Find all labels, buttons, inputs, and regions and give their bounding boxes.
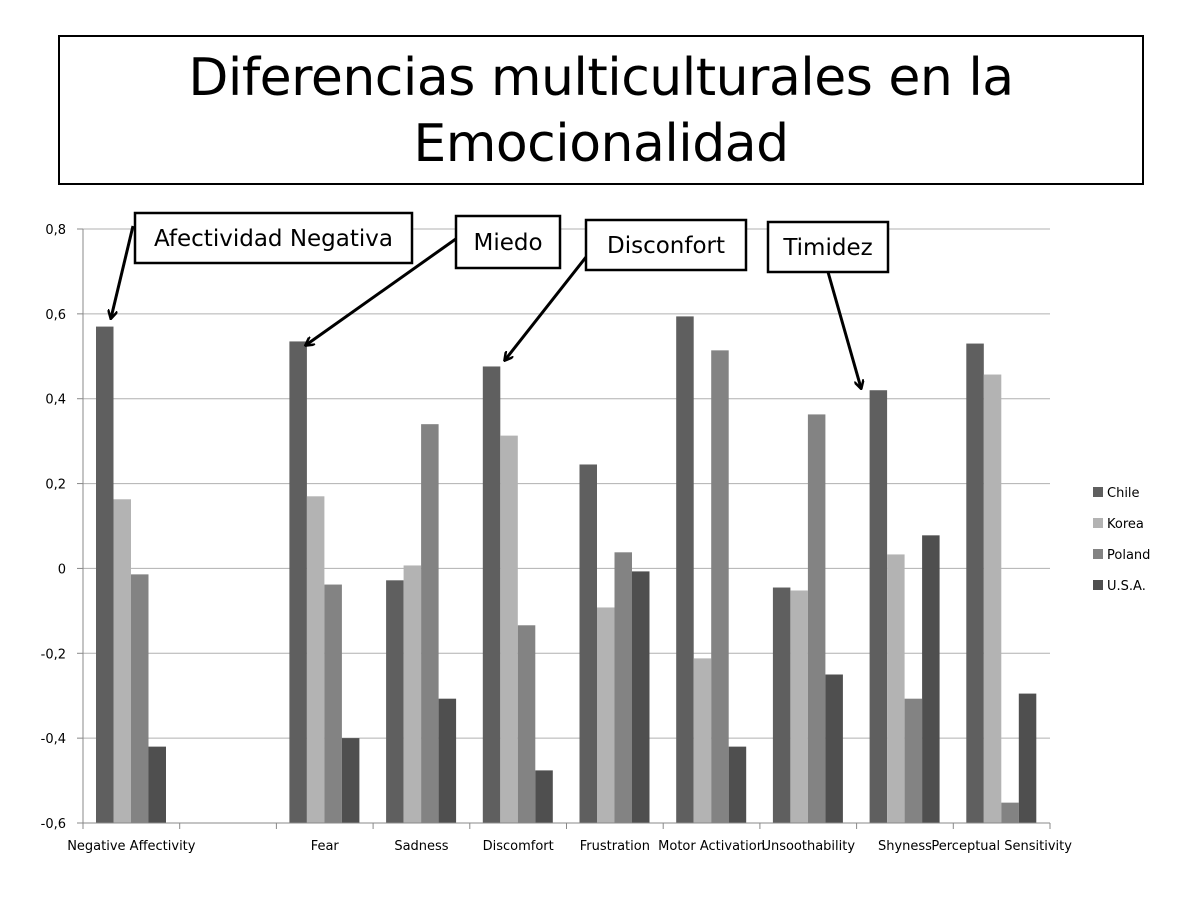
legend-label: Chile xyxy=(1107,486,1140,501)
bar-korea xyxy=(983,374,1002,823)
y-tick-label: -0,2 xyxy=(41,647,66,662)
bar-chile xyxy=(966,343,984,823)
x-tick-label: Shyness xyxy=(878,839,932,854)
annotation-box xyxy=(766,220,890,274)
bar-korea xyxy=(693,658,712,823)
annotation-arrow xyxy=(826,271,861,388)
annotation-label: Disconfort xyxy=(607,233,725,259)
x-tick-label: Unsoothability xyxy=(761,839,855,854)
bar-poland xyxy=(324,584,342,823)
bar-usa xyxy=(148,746,166,823)
bar-korea xyxy=(597,607,615,823)
bar-korea xyxy=(403,565,422,823)
y-tick-label: -0,6 xyxy=(41,817,66,832)
y-tick-label: 0,2 xyxy=(45,478,66,493)
annotation-box xyxy=(133,211,414,265)
bar-chile xyxy=(772,587,791,823)
bar-poland xyxy=(904,698,923,823)
x-tick-label: Sadness xyxy=(394,839,448,854)
bar-usa xyxy=(922,535,940,823)
annotation-label: Timidez xyxy=(782,235,872,261)
bar-chile xyxy=(676,316,694,823)
bar-poland xyxy=(517,625,536,823)
bar-korea xyxy=(790,590,808,823)
bar-poland xyxy=(614,552,632,823)
bar-korea xyxy=(500,435,518,823)
slide-title: Diferencias multiculturales en la Emocio… xyxy=(58,35,1144,185)
bar-korea xyxy=(306,496,325,823)
bar-usa xyxy=(825,674,843,823)
x-tick-label: Negative Affectivity xyxy=(67,839,196,854)
x-tick-label: Motor Activation xyxy=(658,839,765,854)
bar-chile xyxy=(96,326,114,823)
x-tick-label: Frustration xyxy=(580,839,650,854)
bar-chile xyxy=(579,464,597,823)
legend-swatch xyxy=(1093,580,1103,590)
bar-usa xyxy=(728,746,747,823)
bar-poland xyxy=(421,424,439,823)
x-tick-label: Fear xyxy=(311,839,340,854)
x-tick-label: Discomfort xyxy=(483,839,554,854)
annotation-arrow xyxy=(505,251,592,360)
annotation-arrow xyxy=(306,234,461,345)
legend-label: Poland xyxy=(1107,548,1150,563)
bar-usa xyxy=(535,770,553,823)
legend-label: Korea xyxy=(1107,517,1144,532)
legend-label: U.S.A. xyxy=(1107,579,1146,594)
bar-chile xyxy=(869,390,888,823)
y-tick-label: 0,4 xyxy=(45,393,66,408)
bar-poland xyxy=(807,414,826,823)
legend-swatch xyxy=(1093,549,1103,559)
bar-korea xyxy=(113,499,131,823)
bar-usa xyxy=(438,698,457,823)
annotation-box xyxy=(454,214,562,270)
bar-chile xyxy=(386,580,404,823)
bar-poland xyxy=(711,350,729,823)
bar-usa xyxy=(1018,693,1037,823)
annotation-label: Miedo xyxy=(473,230,542,256)
bar-poland xyxy=(131,574,149,823)
y-tick-label: 0,6 xyxy=(45,308,66,323)
bar-chile xyxy=(482,366,501,823)
bar-usa xyxy=(341,738,360,823)
bar-korea xyxy=(887,554,905,823)
y-tick-label: 0,8 xyxy=(45,223,66,238)
y-tick-label: 0 xyxy=(58,562,66,577)
bar-chile xyxy=(289,341,307,823)
annotation-label: Afectividad Negativa xyxy=(154,226,393,252)
annotation-box xyxy=(584,218,748,272)
title-line-2: Emocionalidad xyxy=(413,114,789,174)
y-tick-label: -0,4 xyxy=(41,732,66,747)
legend-swatch xyxy=(1093,518,1103,528)
legend-swatch xyxy=(1093,487,1103,497)
annotation-arrow xyxy=(111,225,135,318)
x-tick-label: Perceptual Sensitivity xyxy=(931,839,1072,854)
title-line-1: Diferencias multiculturales en la xyxy=(188,48,1014,108)
bar-usa xyxy=(632,571,650,823)
bar-poland xyxy=(1001,802,1019,823)
